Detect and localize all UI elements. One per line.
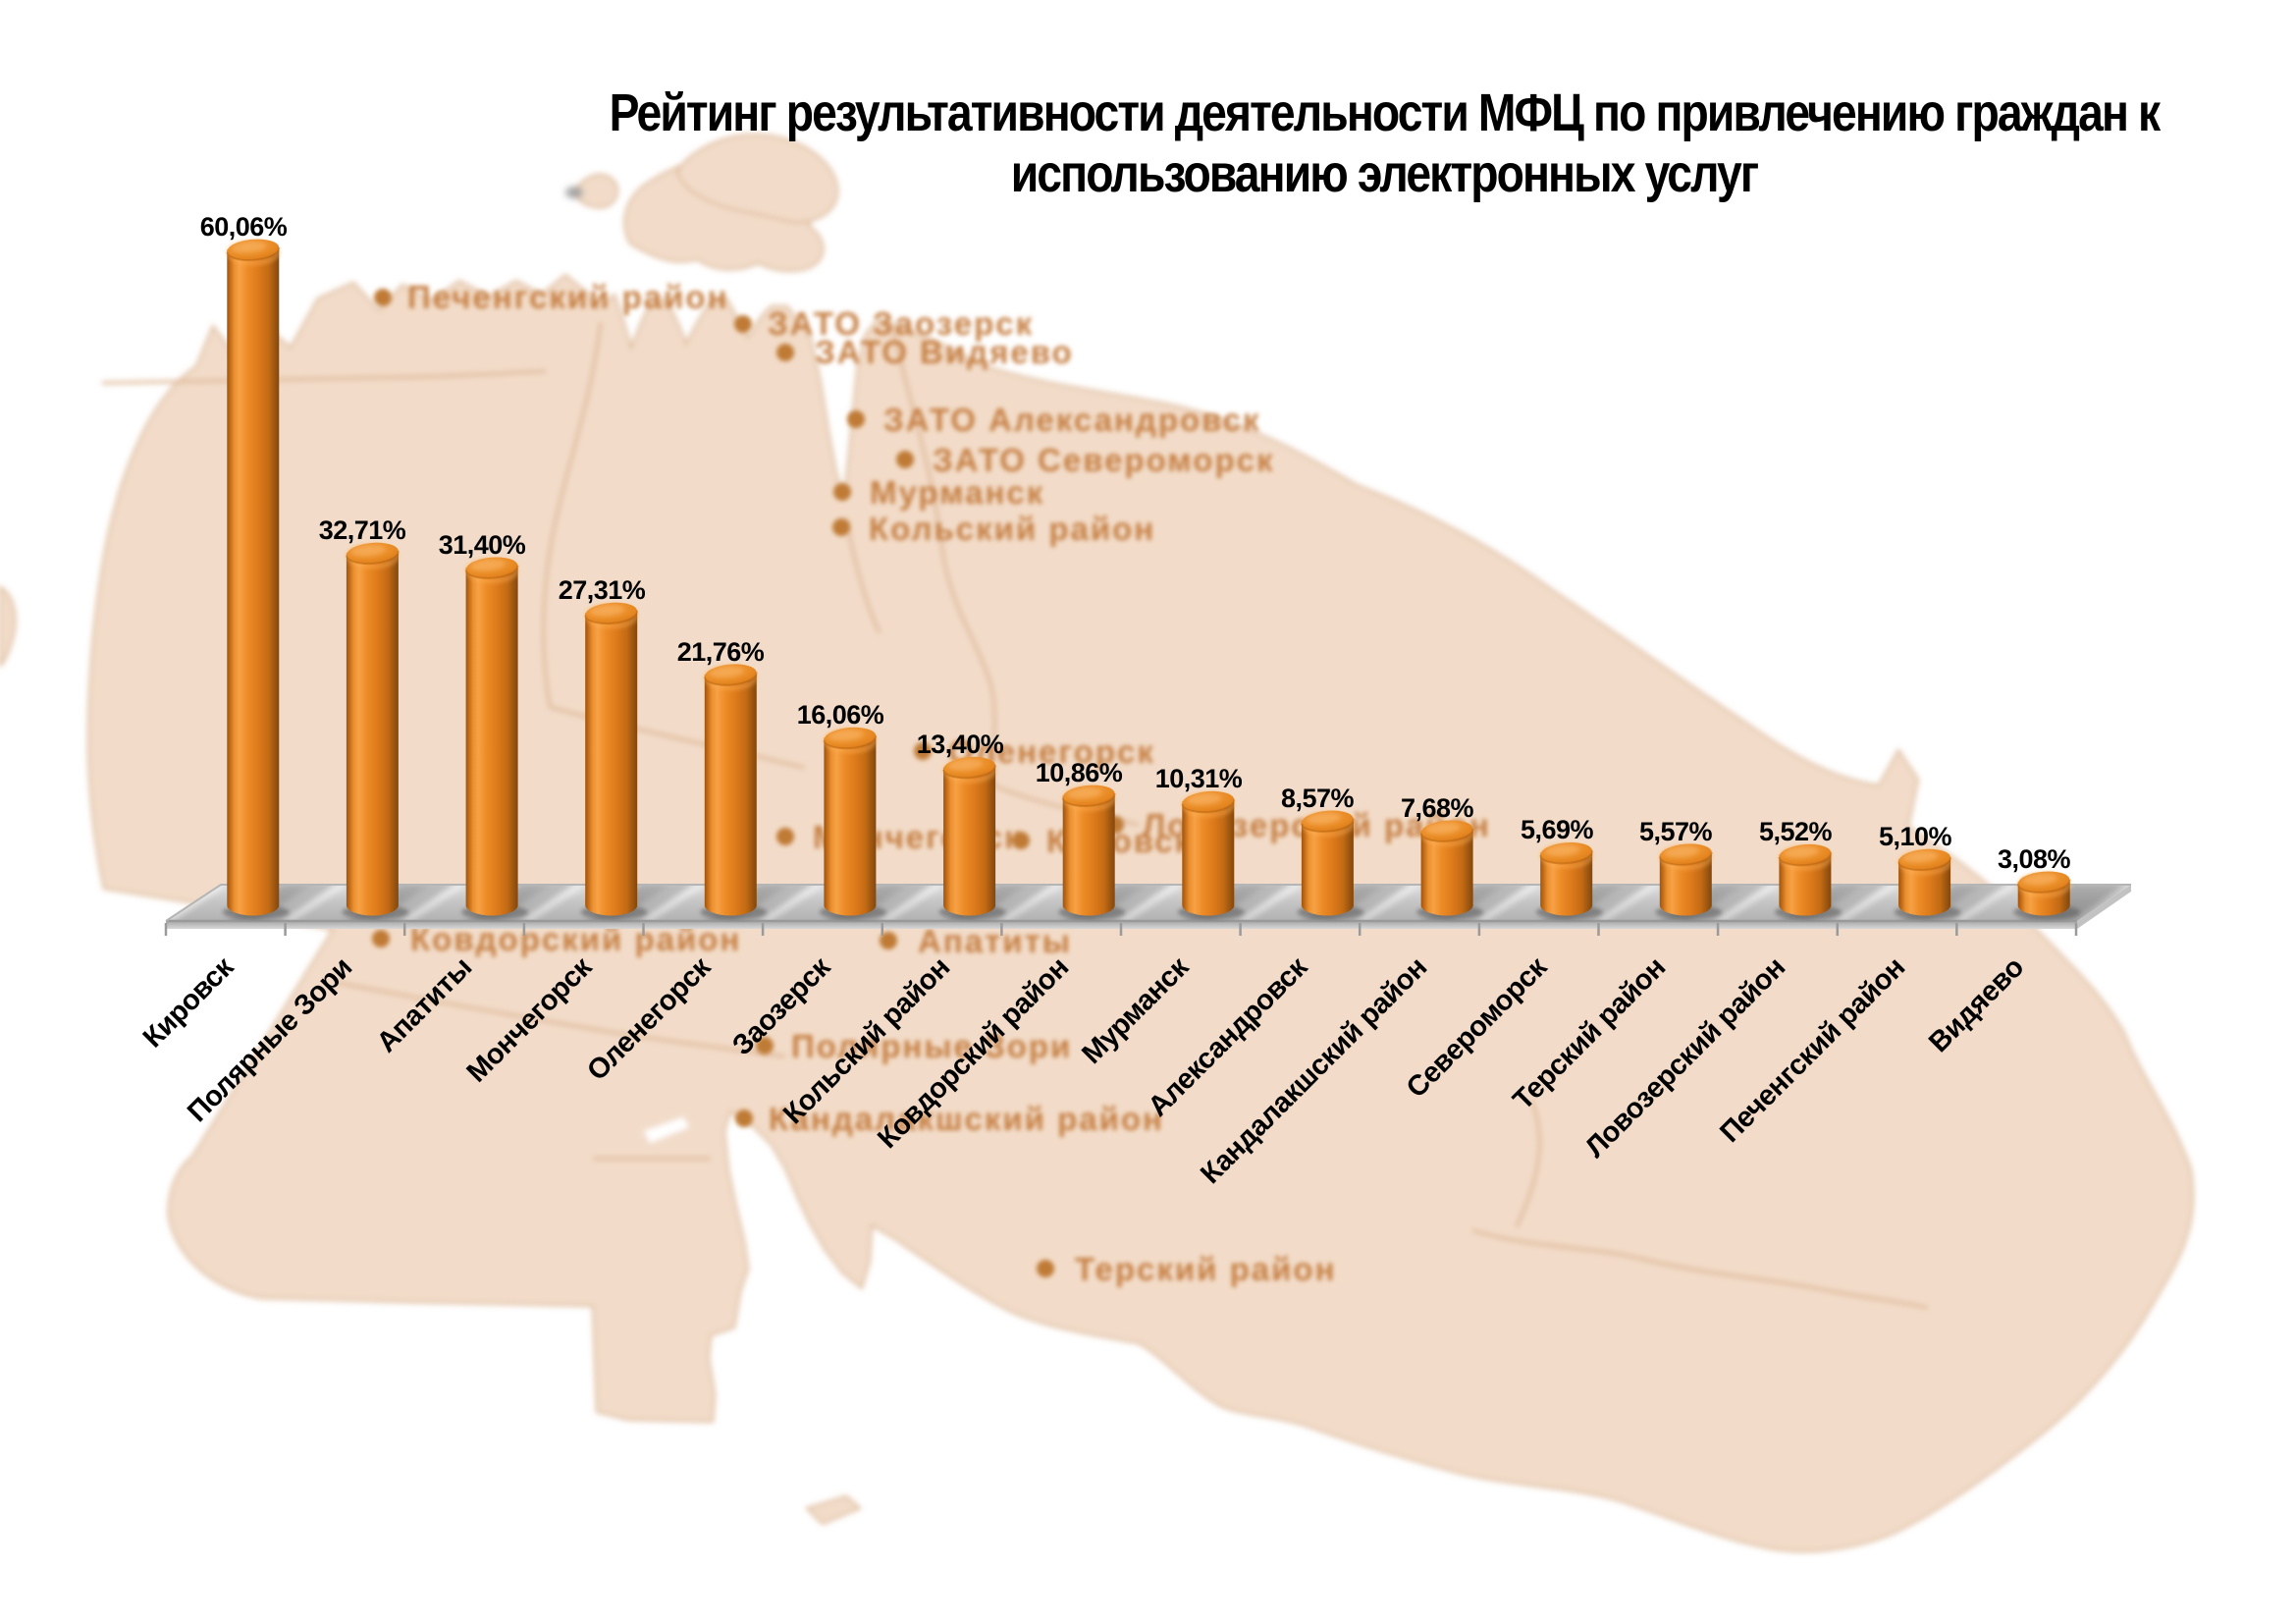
svg-text:ЗАТО Североморск: ЗАТО Североморск	[933, 442, 1274, 478]
svg-text:Кандалакшский район: Кандалакшский район	[769, 1101, 1164, 1137]
svg-text:Полярные Зори: Полярные Зори	[791, 1028, 1072, 1064]
svg-text:5,10%: 5,10%	[1879, 822, 1952, 851]
svg-text:13,40%: 13,40%	[917, 730, 1004, 759]
svg-text:ЗАТО Александровск: ЗАТО Александровск	[883, 402, 1260, 438]
svg-text:27,31%: 27,31%	[559, 575, 646, 605]
svg-text:Апатиты: Апатиты	[918, 923, 1072, 959]
svg-text:10,86%: 10,86%	[1036, 758, 1123, 787]
svg-text:5,52%: 5,52%	[1759, 817, 1833, 846]
svg-text:5,57%: 5,57%	[1639, 817, 1713, 846]
svg-text:32,71%: 32,71%	[319, 515, 406, 545]
svg-text:5,69%: 5,69%	[1521, 815, 1594, 844]
svg-text:16,06%: 16,06%	[797, 700, 884, 730]
svg-text:Кировск: Кировск	[137, 951, 240, 1055]
svg-text:60,06%: 60,06%	[200, 212, 288, 242]
svg-text:Кольский район: Кольский район	[869, 511, 1155, 547]
svg-text:Терский район: Терский район	[1075, 1251, 1337, 1287]
svg-text:Мурманск: Мурманск	[870, 474, 1044, 511]
svg-text:3,08%: 3,08%	[1998, 844, 2071, 874]
svg-text:21,76%: 21,76%	[677, 637, 765, 667]
svg-text:8,57%: 8,57%	[1281, 784, 1355, 813]
svg-text:ЗАТО Видяево: ЗАТО Видяево	[815, 334, 1074, 370]
svg-text:31,40%: 31,40%	[439, 530, 526, 560]
svg-text:ЗАТО Заозерск: ЗАТО Заозерск	[768, 305, 1034, 342]
svg-text:10,31%: 10,31%	[1155, 764, 1243, 793]
svg-text:Печенгский район: Печенгский район	[407, 279, 729, 315]
svg-text:7,68%: 7,68%	[1401, 793, 1474, 823]
